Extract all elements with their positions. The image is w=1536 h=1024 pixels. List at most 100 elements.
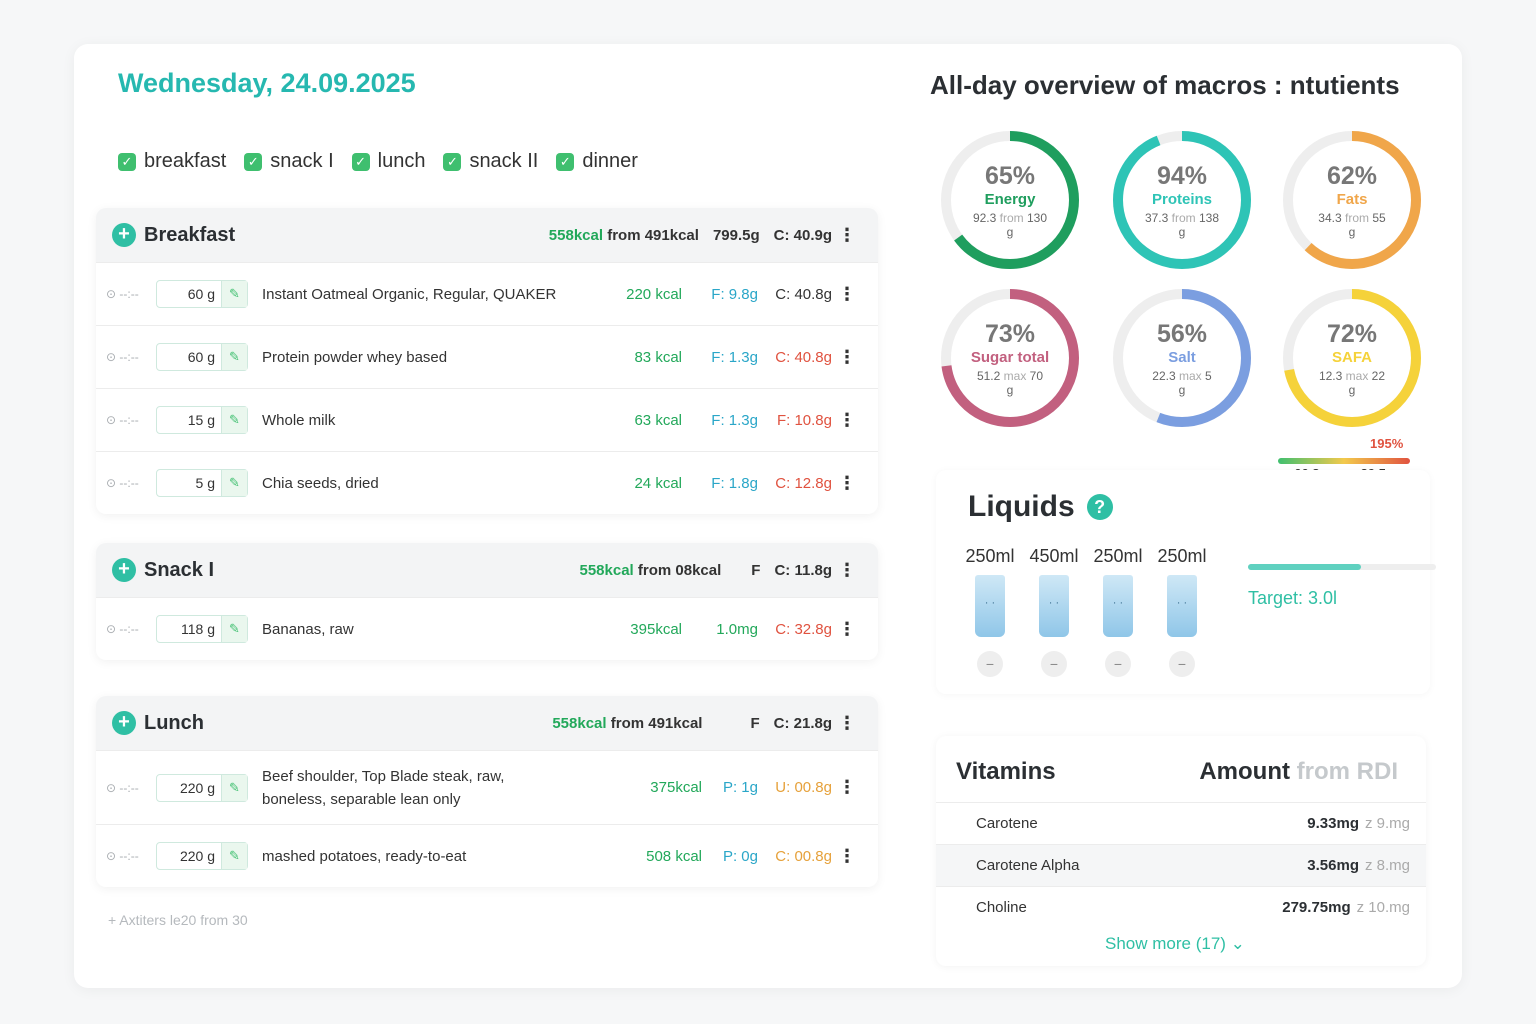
section-kcal: 558kcal bbox=[552, 714, 607, 732]
row-menu-icon[interactable]: ⋮ bbox=[838, 472, 856, 493]
quantity-value[interactable]: 60 g bbox=[187, 286, 215, 302]
vitamin-name: Choline bbox=[976, 899, 1027, 916]
macro-ring-proteins: 94% Proteins 37.3 from 138 g bbox=[1110, 128, 1254, 272]
section-title: Breakfast bbox=[144, 223, 236, 246]
food-fat: F: 9.8g bbox=[711, 285, 758, 303]
quantity-value[interactable]: 118 g bbox=[181, 621, 215, 637]
quantity-value[interactable]: 5 g bbox=[195, 475, 215, 491]
filter-snack-1[interactable]: ✓ snack I bbox=[244, 150, 334, 173]
filter-label: snack I bbox=[270, 150, 334, 172]
section-menu-icon[interactable]: ⋮ bbox=[838, 224, 856, 245]
show-more-button[interactable]: Show more (17) ⌄ bbox=[1105, 934, 1245, 953]
check-icon[interactable]: ✓ bbox=[351, 152, 370, 171]
glass-icon[interactable]: · · bbox=[1039, 575, 1069, 637]
pencil-icon[interactable]: ✎ bbox=[221, 843, 247, 869]
food-carbs: C: 00.8g bbox=[775, 847, 832, 865]
quantity-field[interactable]: 15 g ✎ bbox=[156, 406, 248, 434]
food-row: ⊙ --:-- 60 g ✎ Protein powder whey based … bbox=[96, 325, 878, 388]
help-icon[interactable]: ? bbox=[1086, 494, 1113, 520]
row-menu-icon[interactable]: ⋮ bbox=[838, 283, 856, 304]
section-title: Lunch bbox=[144, 711, 204, 734]
pencil-icon[interactable]: ✎ bbox=[221, 281, 247, 307]
section-menu-icon[interactable]: ⋮ bbox=[838, 712, 856, 733]
ring-percent: 94% bbox=[1156, 161, 1208, 190]
glass-icon[interactable]: · · bbox=[1103, 575, 1133, 637]
ring-label: Sugar total bbox=[970, 348, 1050, 366]
safa-percent: 195% bbox=[1370, 436, 1404, 451]
glass-icon[interactable]: · · bbox=[1167, 575, 1197, 637]
quantity-field[interactable]: 5 g ✎ bbox=[156, 469, 248, 497]
ring-progress bbox=[941, 289, 1079, 427]
row-menu-icon[interactable]: ⋮ bbox=[838, 409, 856, 430]
remove-glass-button[interactable]: − bbox=[1105, 651, 1131, 677]
time-field[interactable]: ⊙ --:-- bbox=[106, 350, 139, 364]
add-more-link[interactable]: + Axtiters le20 from 30 bbox=[108, 912, 248, 928]
time-field[interactable]: ⊙ --:-- bbox=[106, 287, 139, 301]
pencil-icon[interactable]: ✎ bbox=[221, 774, 247, 801]
row-menu-icon[interactable]: ⋮ bbox=[838, 618, 856, 639]
filter-dinner[interactable]: ✓ dinner bbox=[556, 150, 638, 173]
quantity-field[interactable]: 220 g ✎ bbox=[156, 842, 248, 870]
filter-snack-2[interactable]: ✓ snack II bbox=[443, 150, 538, 173]
filter-label: lunch bbox=[377, 150, 426, 172]
ring-amount: 22.3 max 5 bbox=[1152, 368, 1212, 383]
glass-volume: 450ml bbox=[1029, 546, 1079, 566]
row-menu-icon[interactable]: ⋮ bbox=[838, 777, 856, 797]
quantity-field[interactable]: 220 g ✎ bbox=[156, 773, 248, 802]
food-kcal: 395kcal bbox=[630, 620, 682, 638]
time-field[interactable]: ⊙ --:-- bbox=[106, 622, 139, 636]
ring-unit: g bbox=[1348, 382, 1356, 397]
section-menu-icon[interactable]: ⋮ bbox=[838, 559, 856, 580]
time-field[interactable]: ⊙ --:-- bbox=[106, 413, 139, 427]
quantity-value[interactable]: 220 g bbox=[179, 848, 215, 864]
time-field[interactable]: ⊙ --:-- bbox=[106, 780, 139, 795]
pencil-icon[interactable]: ✎ bbox=[221, 616, 247, 642]
liquids-progress-fill bbox=[1248, 564, 1361, 570]
food-row: ⊙ --:-- 220 g ✎ mashed potatoes, ready-to… bbox=[96, 824, 878, 887]
quantity-value[interactable]: 60 g bbox=[187, 349, 215, 365]
food-carbs: C: 40.8g bbox=[775, 285, 832, 303]
add-food-button[interactable]: + bbox=[112, 223, 136, 247]
remove-glass-button[interactable]: − bbox=[1041, 651, 1067, 677]
ring-percent: 72% bbox=[1326, 319, 1378, 348]
check-icon[interactable]: ✓ bbox=[443, 152, 462, 171]
remove-glass-button[interactable]: − bbox=[977, 651, 1003, 677]
section-carbs: C: 40.9g bbox=[773, 226, 832, 244]
quantity-field[interactable]: 118 g ✎ bbox=[156, 615, 248, 643]
section-weight: F bbox=[750, 714, 760, 732]
quantity-value[interactable]: 220 g bbox=[179, 779, 215, 796]
time-field[interactable]: ⊙ --:-- bbox=[106, 849, 139, 863]
quantity-value[interactable]: 15 g bbox=[187, 412, 215, 428]
pencil-icon[interactable]: ✎ bbox=[221, 407, 247, 433]
liquids-title: Liquids ? bbox=[968, 490, 1113, 524]
food-kcal: 24 kcal bbox=[634, 474, 682, 492]
check-icon[interactable]: ✓ bbox=[244, 152, 263, 171]
add-food-button[interactable]: + bbox=[112, 711, 136, 735]
check-icon[interactable]: ✓ bbox=[556, 152, 575, 171]
row-menu-icon[interactable]: ⋮ bbox=[838, 845, 856, 866]
glass-icon[interactable]: · · bbox=[975, 575, 1005, 637]
section-header: + Snack I 558kcal from 08kcal F C: 11.8g… bbox=[96, 543, 878, 597]
ring-label: Proteins bbox=[1151, 190, 1212, 208]
ring-label: Energy bbox=[984, 190, 1036, 208]
section-weight: F bbox=[751, 561, 761, 579]
ring-label: Salt bbox=[1168, 348, 1196, 366]
add-food-button[interactable]: + bbox=[112, 558, 136, 582]
time-field[interactable]: ⊙ --:-- bbox=[106, 476, 139, 490]
pencil-icon[interactable]: ✎ bbox=[221, 470, 247, 496]
ring-chart bbox=[1113, 289, 1251, 427]
ring-label: SAFA bbox=[1331, 348, 1372, 366]
filter-lunch[interactable]: ✓ lunch bbox=[351, 150, 426, 173]
vitamin-amount: 9.33mg bbox=[1307, 815, 1359, 832]
filter-breakfast[interactable]: ✓ breakfast bbox=[118, 150, 226, 173]
vitamin-rdi: z 8.mg bbox=[1364, 857, 1410, 874]
macro-ring-fats: 62% Fats 34.3 from 55 g bbox=[1280, 128, 1424, 272]
quantity-field[interactable]: 60 g ✎ bbox=[156, 343, 248, 371]
ring-amount: 51.2 max 70 bbox=[976, 368, 1044, 383]
remove-glass-button[interactable]: − bbox=[1169, 651, 1195, 677]
quantity-field[interactable]: 60 g ✎ bbox=[156, 280, 248, 308]
section-weight: 799.5g bbox=[712, 226, 760, 244]
check-icon[interactable]: ✓ bbox=[118, 152, 136, 171]
row-menu-icon[interactable]: ⋮ bbox=[838, 346, 856, 367]
pencil-icon[interactable]: ✎ bbox=[221, 344, 247, 370]
